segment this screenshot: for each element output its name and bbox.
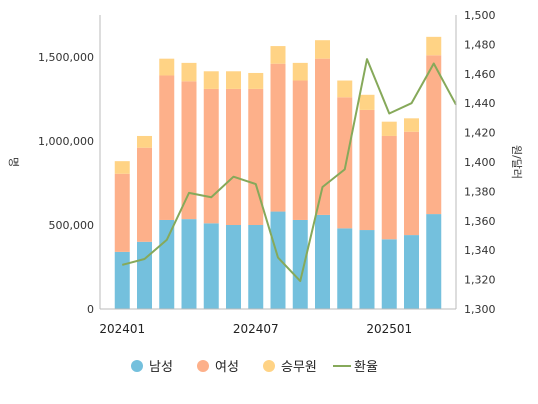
left-tick-label: 500,000 bbox=[49, 219, 95, 232]
bar-crew-202401 bbox=[114, 161, 130, 174]
bar-female-202406 bbox=[226, 88, 241, 225]
exchange-rate-line bbox=[121, 58, 457, 283]
bar-female-202411 bbox=[337, 97, 353, 229]
bar-male-202402 bbox=[137, 241, 152, 309]
bar-female-202503 bbox=[426, 55, 442, 215]
right-tick-label: 1,380 bbox=[464, 185, 496, 198]
right-tick-label: 1,420 bbox=[464, 127, 496, 140]
axes-layer: 0 500,000 1,000,000 1,500,000 1,300 1,320 1,34… bbox=[38, 9, 495, 336]
legend-marker bbox=[131, 360, 143, 372]
legend-marker bbox=[263, 360, 275, 372]
left-tick-label: 1,500,000 bbox=[38, 51, 94, 64]
bar-female-202502 bbox=[404, 131, 419, 236]
bar-female-202401 bbox=[114, 173, 130, 252]
bar-crew-202502 bbox=[404, 118, 419, 132]
bar-crew-202403 bbox=[159, 58, 175, 76]
bar-crew-202406 bbox=[226, 71, 241, 89]
legend-label: 승무원 bbox=[281, 360, 317, 375]
right-tick-label: 1,460 bbox=[464, 68, 496, 81]
right-tick-label: 1,320 bbox=[464, 274, 496, 287]
left-axis-label: 명 bbox=[7, 157, 20, 167]
bar-male-202503 bbox=[426, 214, 442, 309]
right-tick-label: 1,500 bbox=[464, 9, 496, 22]
right-tick-label: 1,300 bbox=[464, 303, 496, 316]
bar-female-202501 bbox=[381, 135, 397, 240]
legend-marker bbox=[197, 360, 209, 372]
bar-male-202401 bbox=[114, 251, 130, 309]
bar-crew-202408 bbox=[270, 46, 286, 64]
bar-male-202406 bbox=[226, 225, 241, 309]
legend-label: 환율 bbox=[354, 360, 378, 375]
bar-crew-202412 bbox=[359, 94, 375, 110]
bar-crew-202501 bbox=[381, 121, 397, 136]
bar-crew-202404 bbox=[181, 62, 197, 82]
bar-female-202404 bbox=[181, 81, 197, 220]
bar-crew-202402 bbox=[137, 135, 152, 148]
legend: 남성 여성 승무원 환율 bbox=[131, 360, 378, 375]
bar-crew-202411 bbox=[337, 80, 353, 98]
bar-male-202410 bbox=[315, 214, 330, 309]
legend-label: 남성 bbox=[149, 360, 173, 375]
x-tick-label: 202401 bbox=[99, 322, 145, 336]
bar-male-202403 bbox=[159, 219, 175, 309]
line-layer bbox=[121, 58, 457, 283]
bar-male-202407 bbox=[248, 225, 264, 309]
bar-female-202408 bbox=[270, 63, 286, 212]
bar-female-202410 bbox=[315, 58, 330, 215]
bar-female-202412 bbox=[359, 109, 375, 231]
bars-layer bbox=[114, 36, 442, 309]
bar-male-202404 bbox=[181, 219, 197, 309]
bar-crew-202409 bbox=[292, 62, 308, 81]
right-tick-label: 1,400 bbox=[464, 156, 496, 169]
right-tick-label: 1,360 bbox=[464, 215, 496, 228]
left-tick-label: 1,000,000 bbox=[38, 135, 94, 148]
bar-male-202409 bbox=[292, 219, 308, 309]
bar-female-202402 bbox=[137, 147, 152, 242]
bar-female-202403 bbox=[159, 75, 175, 220]
bar-crew-202410 bbox=[315, 40, 330, 59]
right-tick-label: 1,480 bbox=[464, 38, 496, 51]
bar-male-202501 bbox=[381, 239, 397, 309]
x-tick-label: 202407 bbox=[233, 322, 279, 336]
left-tick-label: 0 bbox=[87, 303, 94, 316]
x-tick-label: 202501 bbox=[366, 322, 412, 336]
right-tick-label: 1,440 bbox=[464, 97, 496, 110]
right-tick-label: 1,340 bbox=[464, 244, 496, 257]
bar-female-202409 bbox=[292, 80, 308, 220]
legend-label: 여성 bbox=[215, 360, 239, 375]
bar-female-202407 bbox=[248, 88, 264, 225]
bar-male-202405 bbox=[203, 223, 219, 309]
right-axis-label: 원/달러 bbox=[510, 145, 523, 179]
bar-male-202412 bbox=[359, 230, 375, 309]
bar-crew-202503 bbox=[426, 36, 442, 56]
bar-crew-202407 bbox=[248, 72, 264, 89]
bar-male-202411 bbox=[337, 228, 353, 309]
bar-male-202502 bbox=[404, 235, 419, 309]
bar-female-202405 bbox=[203, 88, 219, 224]
bar-male-202408 bbox=[270, 211, 286, 309]
bar-crew-202405 bbox=[203, 71, 219, 89]
